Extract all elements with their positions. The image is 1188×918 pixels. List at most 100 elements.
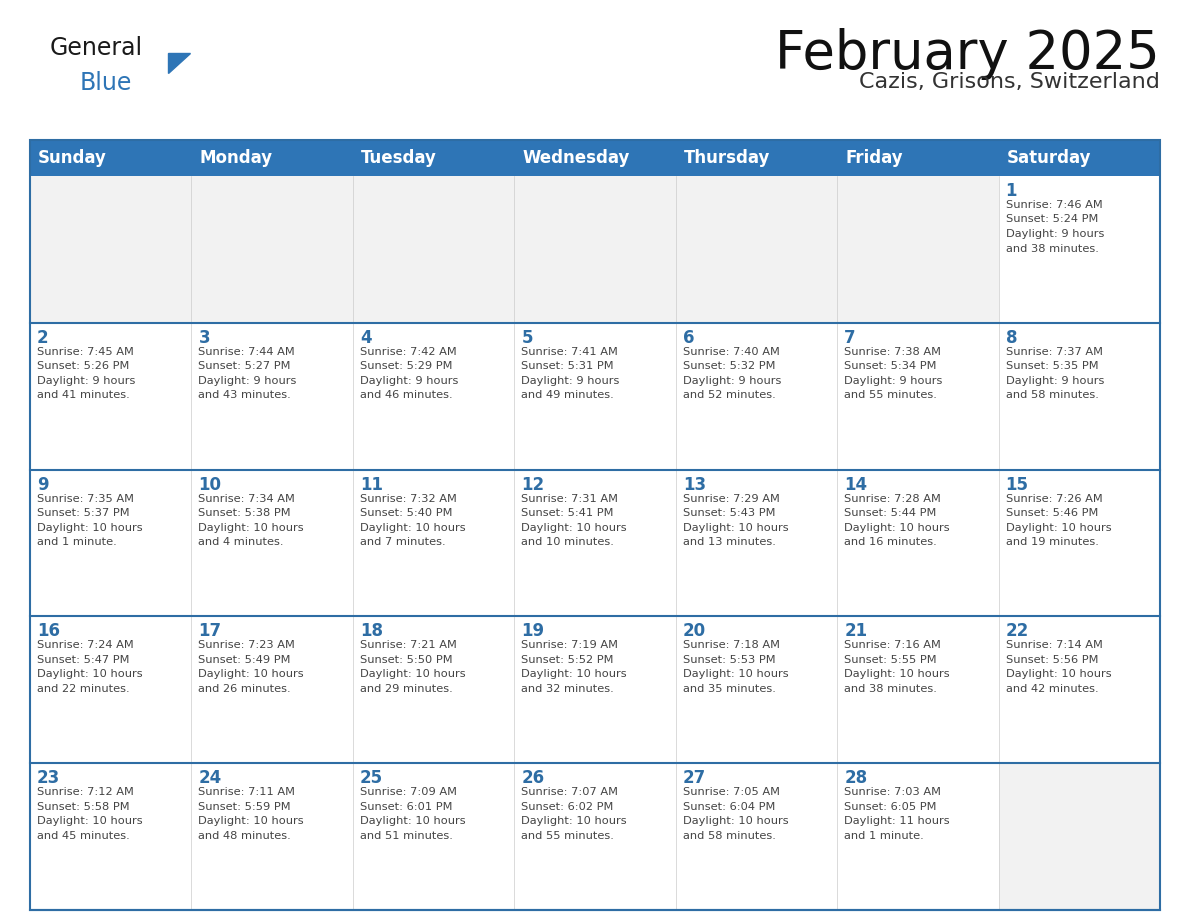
Text: Blue: Blue — [80, 71, 132, 95]
Text: Daylight: 9 hours: Daylight: 9 hours — [37, 375, 135, 386]
Text: Daylight: 10 hours: Daylight: 10 hours — [683, 816, 789, 826]
Text: and 38 minutes.: and 38 minutes. — [1005, 243, 1099, 253]
Text: Sunset: 5:34 PM: Sunset: 5:34 PM — [845, 362, 936, 371]
Bar — [838, 470, 999, 616]
Text: General: General — [50, 36, 143, 60]
Text: and 4 minutes.: and 4 minutes. — [198, 537, 284, 547]
Text: and 16 minutes.: and 16 minutes. — [845, 537, 937, 547]
Bar — [676, 616, 838, 763]
Text: Sunset: 5:31 PM: Sunset: 5:31 PM — [522, 362, 614, 371]
Bar — [30, 763, 191, 910]
Text: Sunset: 5:40 PM: Sunset: 5:40 PM — [360, 508, 453, 518]
Text: Sunrise: 7:45 AM: Sunrise: 7:45 AM — [37, 347, 134, 357]
Text: Daylight: 10 hours: Daylight: 10 hours — [1005, 669, 1111, 679]
Bar — [30, 176, 191, 323]
Text: 8: 8 — [1005, 329, 1017, 347]
Text: 15: 15 — [1005, 476, 1029, 494]
Text: Daylight: 10 hours: Daylight: 10 hours — [37, 522, 143, 532]
Text: Sunrise: 7:09 AM: Sunrise: 7:09 AM — [360, 788, 457, 797]
Text: Daylight: 10 hours: Daylight: 10 hours — [360, 816, 466, 826]
Text: Sunrise: 7:14 AM: Sunrise: 7:14 AM — [1005, 641, 1102, 650]
Text: and 29 minutes.: and 29 minutes. — [360, 684, 453, 694]
Bar — [514, 176, 676, 323]
Text: Sunrise: 7:11 AM: Sunrise: 7:11 AM — [198, 788, 296, 797]
Bar — [676, 470, 838, 616]
Text: 6: 6 — [683, 329, 694, 347]
Bar — [30, 140, 1159, 910]
Text: Sunset: 5:41 PM: Sunset: 5:41 PM — [522, 508, 614, 518]
Bar — [838, 763, 999, 910]
Text: 23: 23 — [37, 769, 61, 788]
Text: Sunset: 5:35 PM: Sunset: 5:35 PM — [1005, 362, 1098, 371]
Bar — [838, 323, 999, 470]
Text: 22: 22 — [1005, 622, 1029, 641]
Text: Sunrise: 7:40 AM: Sunrise: 7:40 AM — [683, 347, 779, 357]
Text: Sunset: 5:44 PM: Sunset: 5:44 PM — [845, 508, 936, 518]
Bar — [30, 323, 191, 470]
Text: and 52 minutes.: and 52 minutes. — [683, 390, 776, 400]
Text: Daylight: 10 hours: Daylight: 10 hours — [1005, 522, 1111, 532]
Text: and 38 minutes.: and 38 minutes. — [845, 684, 937, 694]
Text: and 32 minutes.: and 32 minutes. — [522, 684, 614, 694]
Text: 5: 5 — [522, 329, 532, 347]
Text: and 10 minutes.: and 10 minutes. — [522, 537, 614, 547]
Text: and 7 minutes.: and 7 minutes. — [360, 537, 446, 547]
Text: Daylight: 10 hours: Daylight: 10 hours — [37, 669, 143, 679]
Text: Tuesday: Tuesday — [361, 149, 437, 167]
Text: Daylight: 10 hours: Daylight: 10 hours — [683, 669, 789, 679]
Text: Sunrise: 7:28 AM: Sunrise: 7:28 AM — [845, 494, 941, 504]
Text: Sunrise: 7:05 AM: Sunrise: 7:05 AM — [683, 788, 779, 797]
Bar — [353, 323, 514, 470]
Text: Sunrise: 7:23 AM: Sunrise: 7:23 AM — [198, 641, 296, 650]
Bar — [676, 323, 838, 470]
Text: Daylight: 10 hours: Daylight: 10 hours — [522, 522, 627, 532]
Text: Sunrise: 7:19 AM: Sunrise: 7:19 AM — [522, 641, 618, 650]
Text: 11: 11 — [360, 476, 383, 494]
Bar — [999, 763, 1159, 910]
Bar — [191, 616, 353, 763]
Bar — [999, 176, 1159, 323]
Text: Sunrise: 7:07 AM: Sunrise: 7:07 AM — [522, 788, 618, 797]
Text: Daylight: 10 hours: Daylight: 10 hours — [683, 522, 789, 532]
Text: Daylight: 10 hours: Daylight: 10 hours — [198, 669, 304, 679]
Text: Sunset: 6:01 PM: Sunset: 6:01 PM — [360, 801, 453, 812]
Text: 16: 16 — [37, 622, 61, 641]
Text: Sunset: 6:05 PM: Sunset: 6:05 PM — [845, 801, 936, 812]
Text: and 35 minutes.: and 35 minutes. — [683, 684, 776, 694]
Text: 18: 18 — [360, 622, 383, 641]
Text: Cazis, Grisons, Switzerland: Cazis, Grisons, Switzerland — [859, 72, 1159, 92]
Text: and 13 minutes.: and 13 minutes. — [683, 537, 776, 547]
Text: Sunset: 5:53 PM: Sunset: 5:53 PM — [683, 655, 776, 665]
Text: Sunset: 5:56 PM: Sunset: 5:56 PM — [1005, 655, 1098, 665]
Text: and 19 minutes.: and 19 minutes. — [1005, 537, 1099, 547]
Text: Sunset: 5:32 PM: Sunset: 5:32 PM — [683, 362, 776, 371]
Text: and 42 minutes.: and 42 minutes. — [1005, 684, 1098, 694]
Bar — [514, 323, 676, 470]
Text: Sunrise: 7:35 AM: Sunrise: 7:35 AM — [37, 494, 134, 504]
Text: and 55 minutes.: and 55 minutes. — [845, 390, 937, 400]
Text: 27: 27 — [683, 769, 706, 788]
Text: Sunrise: 7:31 AM: Sunrise: 7:31 AM — [522, 494, 618, 504]
Bar — [676, 176, 838, 323]
Text: Daylight: 10 hours: Daylight: 10 hours — [522, 816, 627, 826]
Bar — [353, 470, 514, 616]
Text: Sunrise: 7:26 AM: Sunrise: 7:26 AM — [1005, 494, 1102, 504]
Bar — [191, 470, 353, 616]
Text: Daylight: 9 hours: Daylight: 9 hours — [845, 375, 942, 386]
Text: Sunrise: 7:46 AM: Sunrise: 7:46 AM — [1005, 200, 1102, 210]
Bar — [999, 323, 1159, 470]
Bar — [30, 616, 191, 763]
Bar — [514, 470, 676, 616]
Text: and 46 minutes.: and 46 minutes. — [360, 390, 453, 400]
Text: Sunrise: 7:44 AM: Sunrise: 7:44 AM — [198, 347, 295, 357]
Text: Sunrise: 7:03 AM: Sunrise: 7:03 AM — [845, 788, 941, 797]
Text: Sunset: 5:24 PM: Sunset: 5:24 PM — [1005, 215, 1098, 225]
Text: 24: 24 — [198, 769, 222, 788]
Text: Sunset: 5:26 PM: Sunset: 5:26 PM — [37, 362, 129, 371]
Text: Daylight: 10 hours: Daylight: 10 hours — [198, 522, 304, 532]
Text: 9: 9 — [37, 476, 49, 494]
Text: 14: 14 — [845, 476, 867, 494]
Text: Sunset: 5:49 PM: Sunset: 5:49 PM — [198, 655, 291, 665]
Text: Daylight: 11 hours: Daylight: 11 hours — [845, 816, 949, 826]
Bar — [514, 763, 676, 910]
